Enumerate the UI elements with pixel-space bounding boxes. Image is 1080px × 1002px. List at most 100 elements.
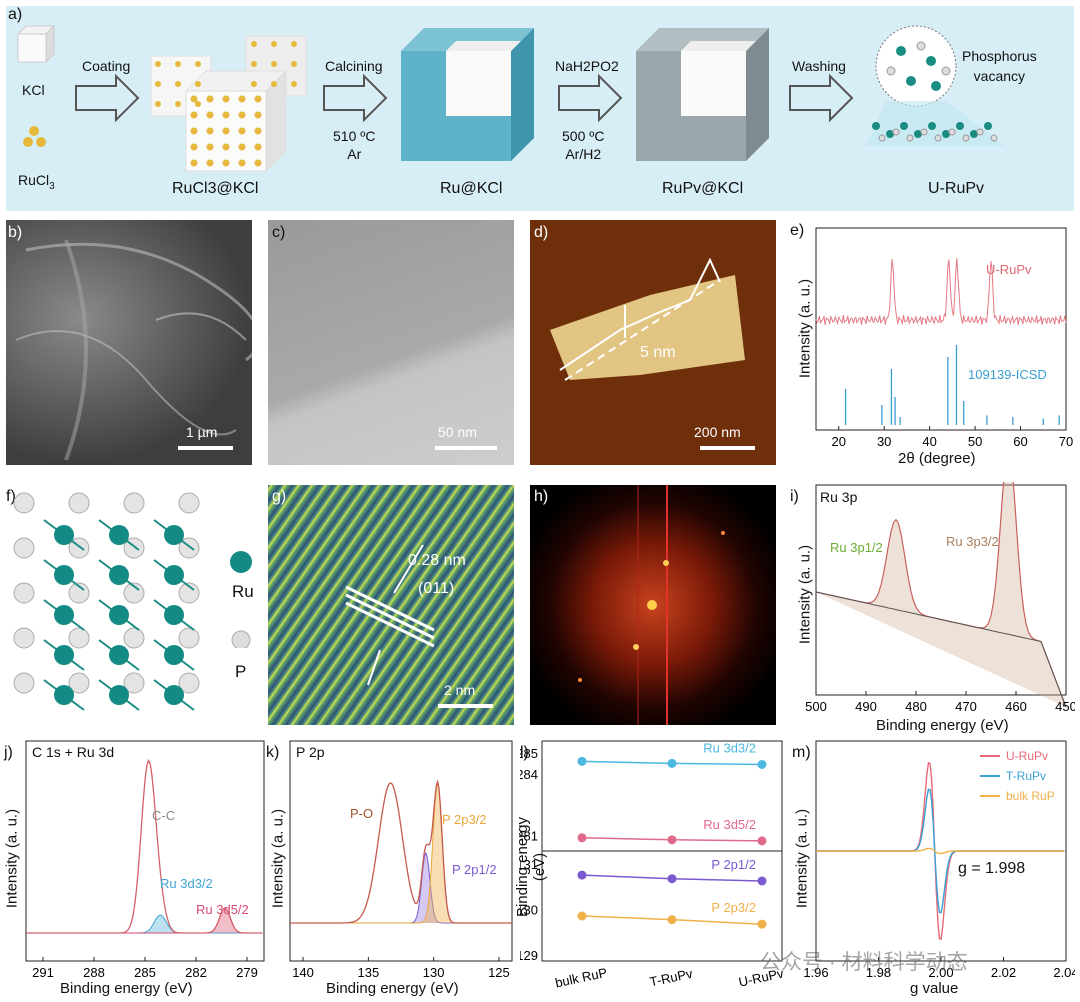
panel-k-label: k) bbox=[266, 744, 280, 761]
panel-j-cc: C-C bbox=[152, 808, 176, 823]
gold-sphere bbox=[175, 61, 181, 67]
panel-b-image bbox=[6, 220, 252, 465]
panel-c-image bbox=[268, 220, 514, 465]
series-point bbox=[667, 758, 677, 768]
gold-sphere bbox=[238, 127, 246, 135]
gold-sphere bbox=[251, 81, 257, 87]
panel-j-x-tick-label: 288 bbox=[83, 965, 105, 980]
series-label: P 2p1/2 bbox=[711, 857, 756, 872]
p-atom bbox=[13, 537, 35, 559]
panel-g-image bbox=[268, 485, 514, 725]
product-ru-kcl: Ru@KCl bbox=[440, 180, 503, 197]
panel-g-overlay bbox=[345, 544, 435, 686]
ru-atom bbox=[984, 122, 992, 130]
panel-l-label: l) bbox=[520, 744, 529, 761]
ru-atom bbox=[164, 605, 184, 625]
panel-j-peak1: Ru 3d3/2 bbox=[160, 876, 213, 891]
ru-atom bbox=[109, 565, 129, 585]
gold-sphere bbox=[190, 111, 198, 119]
series-point bbox=[577, 756, 587, 766]
rupv-kcl-cube bbox=[636, 28, 769, 161]
p-atom bbox=[178, 672, 200, 694]
panel-d-label: d) bbox=[534, 224, 549, 241]
panel-e-xlabel: 2θ (degree) bbox=[898, 450, 976, 467]
gold-sphere bbox=[190, 95, 198, 103]
p-atom bbox=[68, 582, 90, 604]
gold-sphere bbox=[291, 61, 297, 67]
ru-atom bbox=[164, 565, 184, 585]
p-atom bbox=[178, 582, 200, 604]
panel-d-height: 5 nm bbox=[640, 344, 676, 361]
legend-label: U-RuPv bbox=[1006, 749, 1048, 763]
gold-sphere bbox=[195, 61, 201, 67]
panel-i-title: Ru 3p bbox=[820, 489, 858, 505]
panel-i-x-tick-label: 450 bbox=[1055, 699, 1075, 714]
ru-atom bbox=[54, 645, 74, 665]
epr-series-2 bbox=[816, 847, 1065, 855]
panel-e-x-tick-label: 70 bbox=[1059, 434, 1073, 449]
panel-i-x-tick-label: 470 bbox=[955, 699, 977, 714]
ru-atom bbox=[54, 525, 74, 545]
panel-m-x-tick-label: 1.98 bbox=[866, 965, 891, 980]
panel-e-ref: 109139-ICSD bbox=[968, 367, 1047, 382]
p-atom bbox=[962, 134, 970, 142]
p-atom bbox=[68, 672, 90, 694]
p-atom bbox=[948, 128, 956, 136]
rucl3-sub: 3 bbox=[49, 180, 55, 192]
gold-sphere bbox=[254, 111, 262, 119]
ru3p-background bbox=[815, 591, 1067, 708]
p-atom bbox=[990, 134, 998, 142]
p-atom bbox=[892, 128, 900, 136]
gold-sphere bbox=[190, 127, 198, 135]
p-atom bbox=[934, 134, 942, 142]
panel-l-ylabel: Binding energy (eV) bbox=[514, 816, 548, 918]
panel-e-chart: 20 30 40 50 60 70 bbox=[815, 227, 1073, 449]
panel-l-ytick: 130 bbox=[520, 903, 538, 918]
panel-b-label: b) bbox=[8, 224, 23, 241]
ru-atom bbox=[886, 130, 894, 138]
panel-f-label: f) bbox=[6, 488, 16, 505]
watermark: 公众号 · 材料科学动态 bbox=[760, 951, 968, 974]
panel-m-x-tick-label: 2.04 bbox=[1053, 965, 1075, 980]
series-point bbox=[757, 759, 767, 769]
panel-g-d: 0.28 nm bbox=[408, 552, 466, 569]
gold-sphere bbox=[155, 81, 161, 87]
p-atom bbox=[178, 627, 200, 649]
step-nah2po2: NaH2PO2 bbox=[555, 58, 619, 74]
step-nah2po2-cond: 500 ºC Ar/H2 bbox=[562, 128, 605, 162]
gold-sphere bbox=[222, 111, 230, 119]
panel-k-x-tick-label: 125 bbox=[488, 965, 510, 980]
ru-atom bbox=[54, 565, 74, 585]
panel-i-x-tick-label: 480 bbox=[905, 699, 927, 714]
panel-m-xlabel: g value bbox=[910, 980, 959, 997]
panel-l-ytick: 281 bbox=[520, 829, 538, 844]
p2p32-peak bbox=[290, 782, 512, 924]
p-atom bbox=[976, 128, 984, 136]
gold-sphere bbox=[206, 127, 214, 135]
c1s-fit bbox=[26, 758, 263, 934]
p-atom bbox=[13, 582, 35, 604]
panel-i-xlabel: Binding energy (eV) bbox=[876, 717, 1009, 734]
panel-l-category: T-RuPv bbox=[648, 966, 694, 990]
gold-sphere bbox=[271, 81, 277, 87]
ru-atom bbox=[164, 645, 184, 665]
p-atom bbox=[178, 492, 200, 514]
series-point bbox=[667, 874, 677, 884]
panel-e-sample: U-RuPv bbox=[986, 262, 1032, 277]
step-calcining: Calcining bbox=[325, 58, 383, 74]
u-rupv-sheet bbox=[866, 25, 1006, 146]
p-atom bbox=[68, 627, 90, 649]
legend-label: T-RuPv bbox=[1006, 769, 1046, 783]
panel-g-scalebar bbox=[438, 704, 493, 708]
panel-j-title: C 1s + Ru 3d bbox=[32, 744, 115, 760]
panel-b-texture bbox=[15, 239, 252, 461]
panel-c-scale-text: 50 nm bbox=[438, 424, 477, 440]
panel-m-ylabel: Intensity (a. u.) bbox=[793, 808, 811, 909]
gold-sphere bbox=[175, 101, 181, 107]
panel-j-chart: 291 288 285 282 279 bbox=[25, 740, 265, 980]
ru-atom bbox=[872, 122, 880, 130]
panel-i-label: i) bbox=[790, 488, 799, 505]
kcl-cube bbox=[16, 24, 56, 64]
ru-atom bbox=[54, 605, 74, 625]
ru-kcl-cube bbox=[401, 28, 534, 161]
